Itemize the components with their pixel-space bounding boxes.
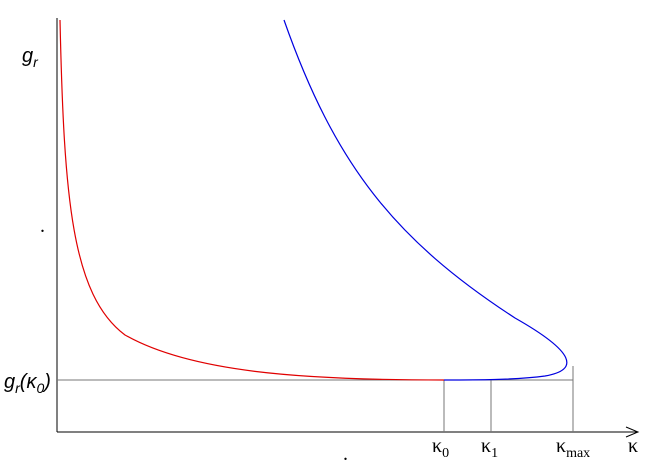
red-curve bbox=[59, 19, 445, 381]
x-axis-arrow bbox=[625, 426, 640, 438]
x-marker-label: κ1 bbox=[481, 435, 498, 461]
x-marker-label: κ0 bbox=[432, 435, 449, 461]
x-marker-label: κmax bbox=[556, 435, 590, 461]
y-axis-label: gr bbox=[22, 45, 39, 70]
level-label: gr(κ0) bbox=[4, 371, 51, 396]
blue-curve bbox=[283, 19, 568, 381]
stray-mark: . bbox=[343, 443, 348, 465]
x-axis-label: κ bbox=[628, 435, 638, 457]
stray-mark: . bbox=[40, 215, 45, 237]
